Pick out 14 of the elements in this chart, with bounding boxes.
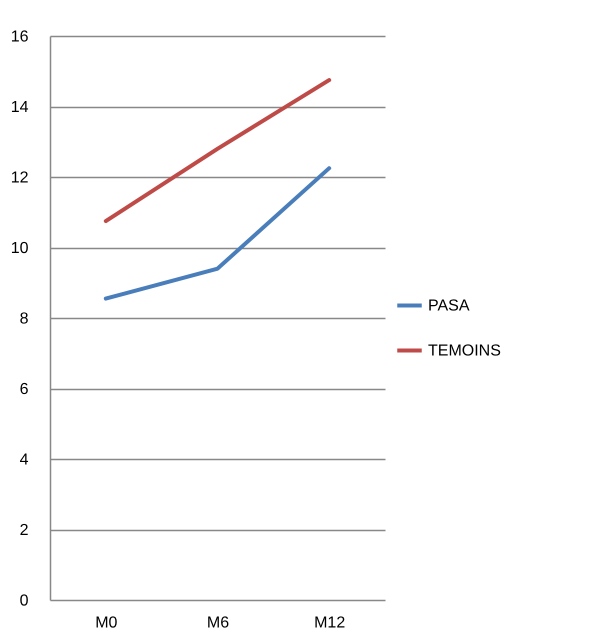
y-tick-label: 4 xyxy=(20,452,29,468)
legend-label: TEMOINS xyxy=(428,342,501,360)
x-tick-label: M0 xyxy=(95,614,118,632)
y-tick-label: 12 xyxy=(10,170,29,186)
y-tick-label: 10 xyxy=(10,240,29,257)
x-tick-label: M6 xyxy=(206,614,230,632)
y-tick-label: 14 xyxy=(10,99,29,116)
legend-label: PASA xyxy=(428,298,470,314)
x-tick-label: M12 xyxy=(314,614,346,632)
y-tick-label: 0 xyxy=(20,592,29,610)
y-tick-label: 16 xyxy=(10,28,29,46)
y-tick-label: 2 xyxy=(20,522,29,539)
y-tick-label: 8 xyxy=(20,310,29,328)
y-tick-label: 6 xyxy=(20,381,29,398)
